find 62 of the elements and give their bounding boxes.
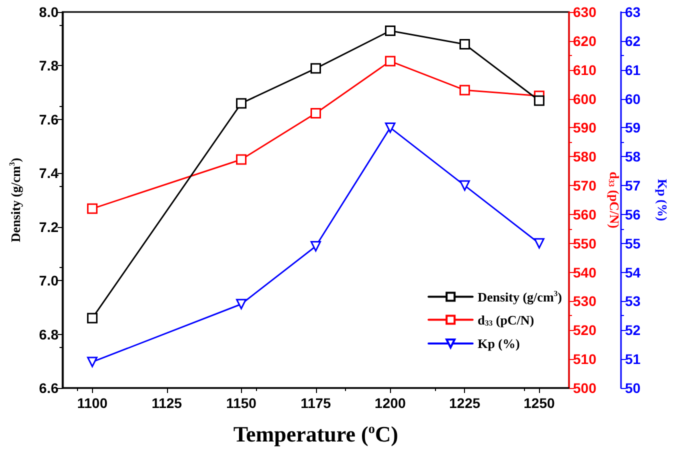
point bbox=[384, 26, 396, 36]
point bbox=[87, 356, 98, 368]
y3-tick-label: 56 bbox=[625, 206, 641, 222]
y-tick-label: 7.8 bbox=[39, 58, 59, 74]
y3-tick-label: 62 bbox=[625, 32, 641, 49]
point bbox=[310, 241, 321, 252]
y3-tick-label: 54 bbox=[625, 264, 641, 280]
y3-axis-title: Kp (%) bbox=[655, 178, 670, 222]
x-tick-label: 1150 bbox=[226, 395, 257, 411]
y2-tick-label: 610 bbox=[573, 62, 597, 78]
x-tick-label: 1225 bbox=[449, 395, 480, 411]
x-tick-label: 1250 bbox=[524, 395, 555, 411]
x-tick-label: 1125 bbox=[152, 395, 182, 411]
point bbox=[87, 312, 98, 324]
y2-tick-label: 550 bbox=[573, 235, 597, 252]
x-tick-label: 1175 bbox=[300, 395, 332, 411]
point bbox=[384, 122, 396, 133]
x-tick-label: 1100 bbox=[77, 395, 108, 411]
y3-tick-label: 58 bbox=[625, 148, 641, 165]
y3-tick-label: 52 bbox=[625, 322, 641, 338]
y3-tick-label: 53 bbox=[625, 293, 641, 310]
y3-tick-label: 57 bbox=[625, 178, 641, 194]
y2-tick-label: 510 bbox=[573, 351, 597, 368]
point bbox=[87, 203, 98, 214]
point bbox=[459, 180, 470, 191]
y2-tick-label: 580 bbox=[573, 148, 597, 165]
point bbox=[384, 56, 396, 66]
y3-tick-label: 59 bbox=[625, 120, 641, 136]
y2-tick-label: 600 bbox=[573, 90, 597, 107]
x-tick-label: 1200 bbox=[374, 395, 406, 411]
y3-tick-label: 60 bbox=[625, 90, 641, 107]
y-tick-label: 6.6 bbox=[39, 380, 59, 396]
y3-tick-label: 61 bbox=[625, 62, 641, 78]
point bbox=[534, 238, 544, 249]
y2-tick-label: 570 bbox=[573, 178, 597, 194]
y2-tick-label: 520 bbox=[573, 322, 597, 338]
y2-tick-label: 500 bbox=[573, 380, 597, 396]
y-tick-label: 7.4 bbox=[39, 165, 59, 182]
point bbox=[534, 95, 544, 106]
y2-tick-label: 620 bbox=[573, 32, 597, 49]
y-tick-label: 7.6 bbox=[39, 111, 59, 128]
y-tick-label: 7.0 bbox=[39, 272, 59, 289]
y2-tick-label: 540 bbox=[573, 264, 597, 280]
y3-tick-label: 51 bbox=[625, 351, 641, 368]
point bbox=[310, 108, 321, 118]
point bbox=[459, 38, 470, 50]
y2-tick-label: 590 bbox=[573, 120, 597, 136]
y-tick-label: 7.2 bbox=[39, 218, 59, 235]
y-tick-label: 6.8 bbox=[39, 326, 59, 342]
y2-tick-label: 630 bbox=[573, 4, 597, 20]
point bbox=[236, 154, 247, 165]
y-tick-label: 8.0 bbox=[39, 4, 59, 20]
y3-tick-label: 50 bbox=[625, 380, 641, 396]
point bbox=[310, 63, 321, 74]
y3-tick-label: 63 bbox=[625, 4, 641, 20]
y2-tick-label: 530 bbox=[573, 293, 597, 310]
legend-label: Kp (%) bbox=[478, 336, 520, 351]
y3-tick-label: 55 bbox=[625, 235, 641, 252]
point bbox=[236, 298, 247, 310]
point bbox=[236, 98, 247, 109]
y2-tick-label: 560 bbox=[573, 206, 597, 222]
point bbox=[459, 84, 470, 96]
